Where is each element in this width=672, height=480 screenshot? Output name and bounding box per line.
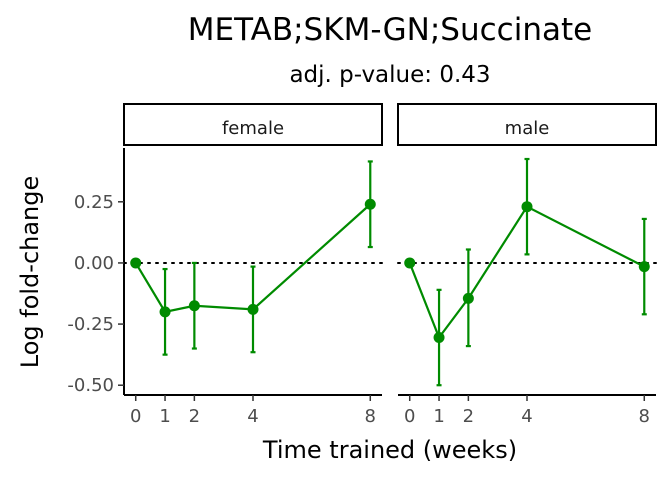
data-point: [433, 332, 445, 344]
data-point: [130, 257, 142, 269]
y-tick-label: -0.25: [67, 314, 114, 335]
data-point: [159, 306, 171, 318]
x-tick-label: 2: [463, 406, 474, 427]
facet-panel-male: male 0 1 2 4 8: [397, 103, 657, 427]
data-point: [188, 300, 200, 312]
y-tick-label: -0.50: [67, 375, 114, 396]
x-tick-label: 1: [433, 406, 444, 427]
facet-strip: [123, 103, 383, 146]
x-tick-label: 4: [521, 406, 532, 427]
y-axis-title: Log fold-change: [16, 176, 44, 369]
y-tick-label: 0.25: [74, 192, 114, 213]
y-axis: 0.25 0.00 -0.25 -0.50: [67, 192, 124, 396]
y-tick-label: 0.00: [74, 253, 114, 274]
facet-strip-label: female: [222, 118, 284, 139]
data-point: [247, 303, 259, 315]
x-tick-label: 0: [130, 406, 141, 427]
x-tick-label: 0: [404, 406, 415, 427]
x-axis-title: Time trained (weeks): [262, 436, 517, 464]
x-tick-label: 8: [365, 406, 376, 427]
data-point: [638, 261, 650, 273]
x-tick-label: 8: [639, 406, 650, 427]
data-point: [404, 257, 416, 269]
x-tick-label: 1: [159, 406, 170, 427]
facet-strip-label: male: [505, 118, 550, 139]
chart-subtitle: adj. p-value: 0.43: [289, 62, 490, 88]
chart-title: METAB;SKM-GN;Succinate: [188, 12, 592, 48]
data-point: [462, 292, 474, 304]
x-tick-label: 2: [189, 406, 200, 427]
facet-panel-female: female 0 1 2 4 8: [123, 103, 383, 427]
data-point: [364, 198, 376, 210]
x-tick-label: 4: [247, 406, 258, 427]
data-point: [521, 201, 533, 213]
facet-strip: [397, 103, 657, 146]
